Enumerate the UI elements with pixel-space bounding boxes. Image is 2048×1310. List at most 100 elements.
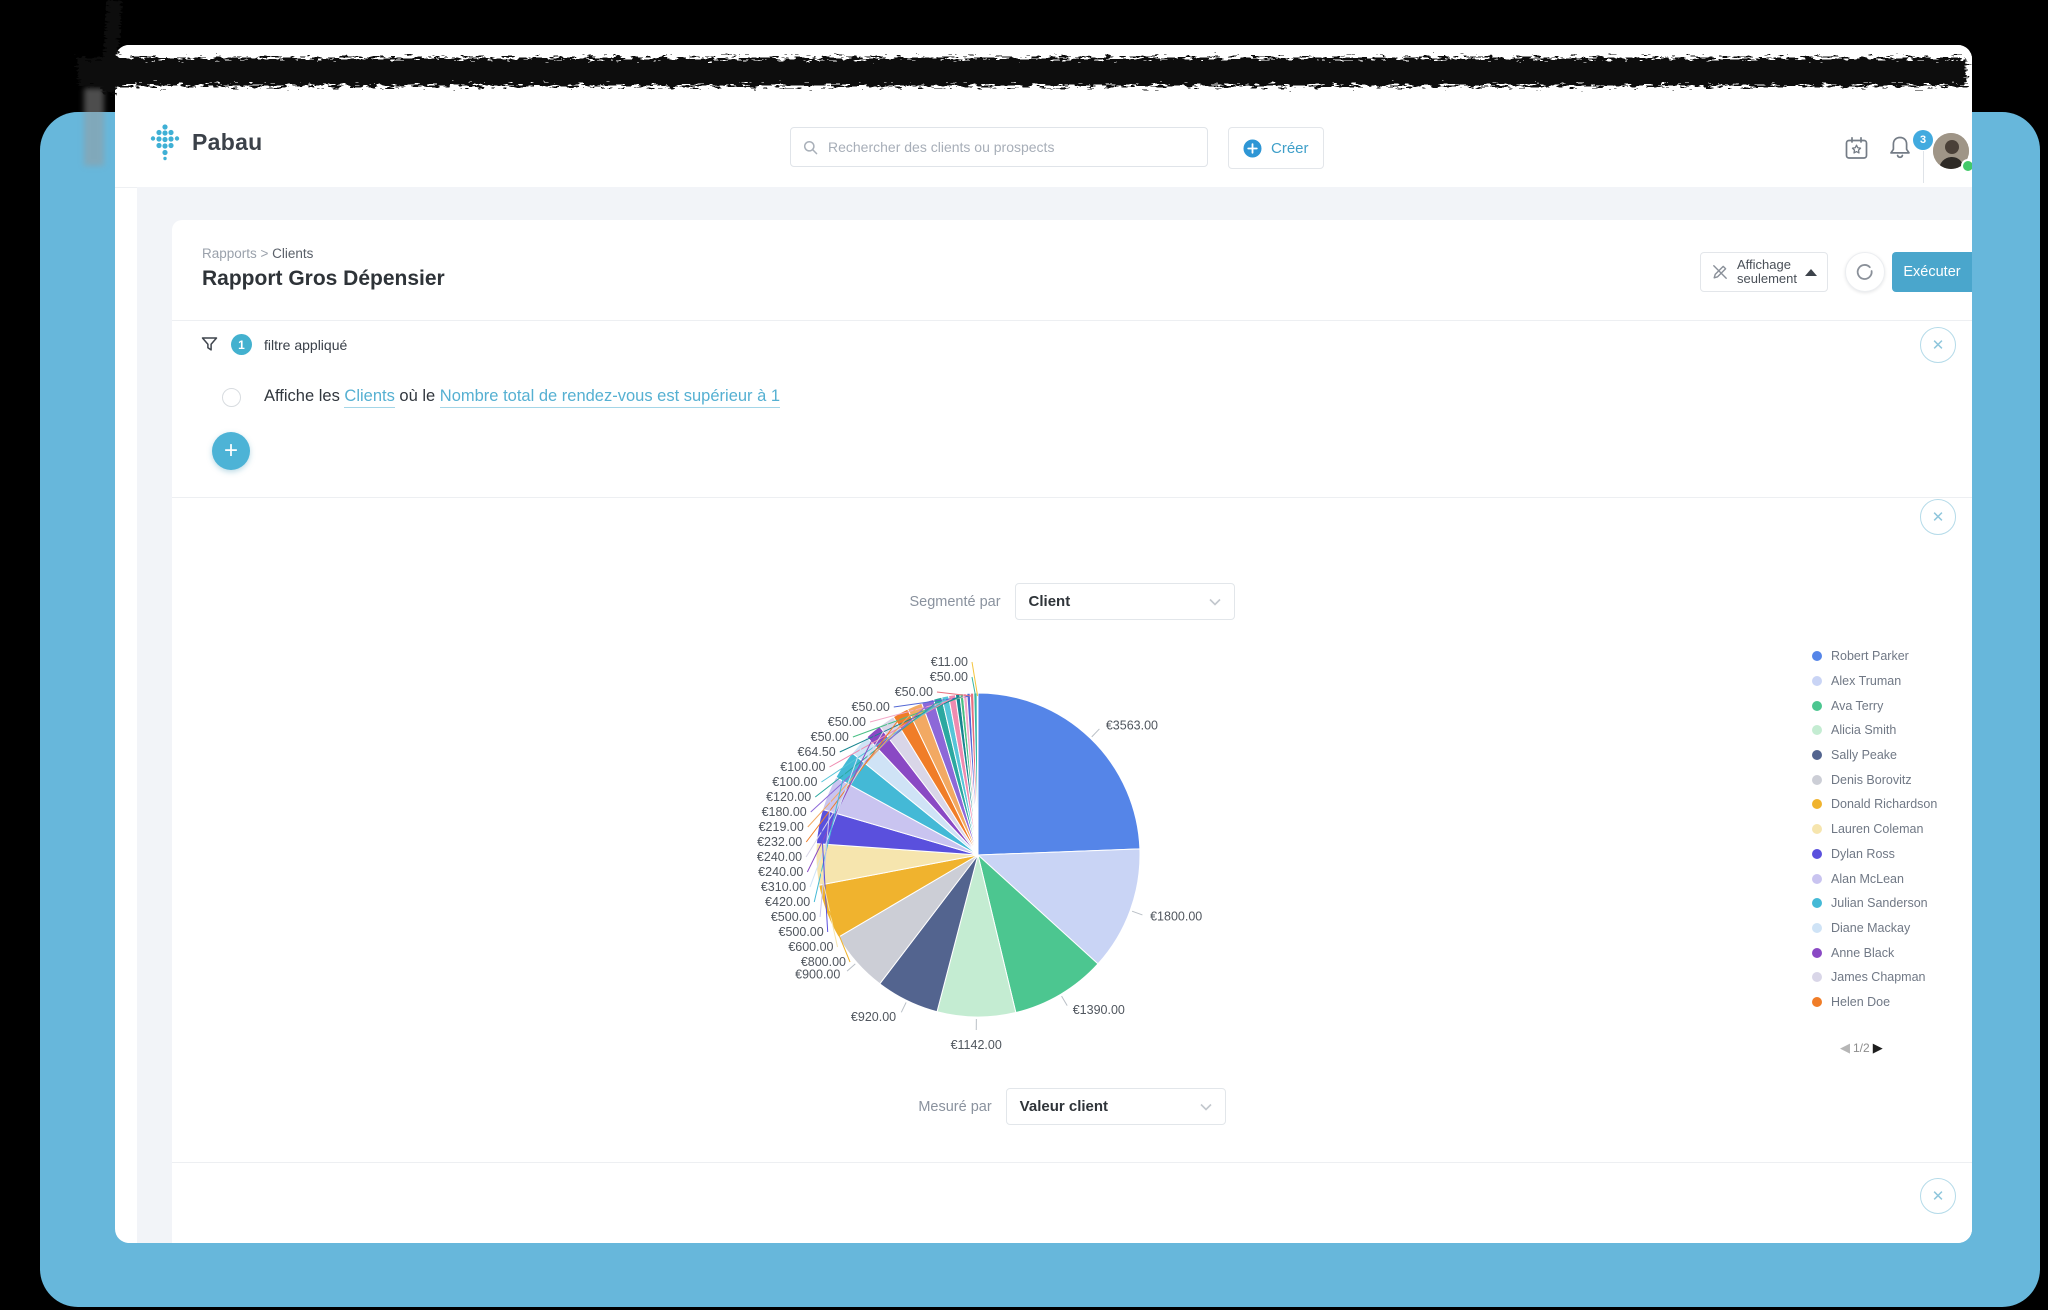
- pabau-logo[interactable]: Pabau: [148, 123, 263, 161]
- legend-client-name: Alex Truman: [1831, 674, 1902, 689]
- slice-value-label: €1142.00: [951, 1038, 1002, 1052]
- slice-value-label: €64.50: [798, 745, 836, 759]
- legend-color-dot: [1812, 996, 1822, 1007]
- pie-slice[interactable]: [976, 848, 1141, 965]
- report-card: Rapports > Clients Rapport Gros Dépensie…: [172, 220, 1972, 1243]
- legend-item[interactable]: Sally Peake: [1812, 743, 1972, 768]
- breadcrumb[interactable]: Rapports > Clients: [202, 246, 313, 261]
- plus-circle-icon: [1243, 139, 1262, 157]
- legend-client-name: Alan McLean: [1831, 871, 1904, 886]
- legend-color-dot: [1812, 972, 1822, 983]
- create-button[interactable]: Créer: [1228, 127, 1324, 169]
- legend-item[interactable]: Lauren Coleman: [1812, 817, 1972, 842]
- condition-link[interactable]: Nombre total de rendez-vous est supérieu…: [439, 387, 781, 408]
- legend-color-dot: [1812, 700, 1822, 711]
- legend-item[interactable]: Donald Richardson: [1812, 792, 1972, 817]
- legend-item[interactable]: Dylan Ross: [1812, 842, 1972, 867]
- close-filter-button[interactable]: ✕: [1920, 327, 1956, 363]
- close-chart-button[interactable]: ✕: [1920, 499, 1956, 535]
- filter-funnel-icon[interactable]: [200, 335, 219, 354]
- legend-item[interactable]: Alan McLean: [1812, 866, 1972, 891]
- top-header: Pabau Créer: [115, 45, 1972, 188]
- segmented-by-label: Segmenté par: [909, 593, 1001, 610]
- chart-legend: Robert Parker Alex Truman Ava Terry Alicia …: [1812, 644, 1972, 1014]
- notifications-button[interactable]: [1887, 134, 1913, 167]
- breadcrumb-reports[interactable]: Rapports: [202, 246, 257, 261]
- refresh-button[interactable]: [1845, 252, 1885, 292]
- display-only-toggle[interactable]: Affichage seulement: [1700, 252, 1828, 292]
- legend-prev-icon[interactable]: ◀: [1840, 1040, 1850, 1055]
- measured-by-dropdown[interactable]: Valeur client: [1005, 1088, 1226, 1125]
- legend-item[interactable]: Anne Black: [1812, 940, 1972, 965]
- label-leader-line: [819, 794, 832, 918]
- legend-color-dot: [1812, 651, 1822, 662]
- execute-button[interactable]: Exécuter: [1892, 252, 1972, 292]
- legend-item[interactable]: Alicia Smith: [1812, 718, 1972, 743]
- filter-radio[interactable]: [222, 388, 241, 407]
- slice-value-label: €500.00: [779, 925, 824, 939]
- search-input[interactable]: [826, 138, 1195, 156]
- label-leader-line: [971, 676, 977, 697]
- slice-value-label: €11.00: [931, 655, 968, 669]
- legend-item[interactable]: Ava Terry: [1812, 693, 1972, 718]
- legend-item[interactable]: Denis Borovitz: [1812, 767, 1972, 792]
- slice-value-label: €920.00: [851, 1010, 896, 1024]
- header-divider: [1923, 151, 1924, 183]
- label-leader-line: [1061, 995, 1068, 1006]
- legend-client-name: Dylan Ross: [1831, 846, 1895, 861]
- measured-by-value: Valeur client: [1019, 1098, 1109, 1115]
- notification-count-badge[interactable]: 3: [1913, 130, 1933, 150]
- filter-count-badge: 1: [231, 334, 252, 355]
- slice-value-label: €420.00: [765, 895, 810, 909]
- legend-item[interactable]: James Chapman: [1812, 965, 1972, 990]
- legend-color-dot: [1812, 848, 1822, 859]
- app-window: Pabau Créer: [115, 45, 1972, 1243]
- slice-value-label: €240.00: [758, 865, 803, 879]
- breadcrumb-clients[interactable]: Clients: [272, 246, 314, 261]
- label-leader-line: [821, 826, 829, 933]
- label-leader-line: [936, 691, 973, 697]
- filter-bar: 1 filtre appliqué: [200, 334, 347, 355]
- pabau-logo-icon: [150, 124, 180, 161]
- label-leader-line: [809, 746, 862, 888]
- add-filter-button[interactable]: +: [212, 432, 250, 470]
- legend-item[interactable]: Diane Mackay: [1812, 916, 1972, 941]
- slice-value-label: €240.00: [757, 850, 802, 864]
- label-leader-line: [846, 963, 856, 972]
- legend-color-dot: [1812, 873, 1822, 884]
- slice-value-label: €1800.00: [1150, 910, 1202, 924]
- slice-value-label: €232.00: [757, 835, 802, 849]
- legend-item[interactable]: Helen Doe: [1812, 990, 1972, 1015]
- label-leader-line: [828, 910, 851, 963]
- label-leader-line: [971, 661, 979, 697]
- segmented-by-row: Segmenté par Client: [172, 583, 1972, 620]
- calendar-button[interactable]: [1843, 135, 1870, 167]
- legend-item[interactable]: Robert Parker: [1812, 644, 1972, 669]
- refresh-icon: [1856, 264, 1873, 280]
- slice-value-label: €310.00: [761, 880, 806, 894]
- section-divider: [172, 497, 1972, 498]
- legend-client-name: Donald Richardson: [1831, 797, 1938, 812]
- close-footer-button[interactable]: ✕: [1920, 1178, 1956, 1214]
- slice-value-label: €50.00: [811, 730, 849, 744]
- segmented-by-dropdown[interactable]: Client: [1014, 583, 1235, 620]
- legend-client-name: Denis Borovitz: [1831, 772, 1912, 787]
- breadcrumb-separator: >: [256, 246, 273, 261]
- entity-link[interactable]: Clients: [344, 387, 395, 408]
- slice-value-label: €800.00: [801, 955, 846, 969]
- legend-color-dot: [1812, 750, 1822, 761]
- legend-next-icon[interactable]: ▶: [1872, 1040, 1883, 1055]
- main-content: Rapports > Clients Rapport Gros Dépensie…: [137, 187, 1972, 1243]
- client-search[interactable]: [790, 127, 1208, 167]
- legend-item[interactable]: Julian Sanderson: [1812, 891, 1972, 916]
- online-status-dot: [1961, 159, 1972, 173]
- legend-client-name: Robert Parker: [1831, 649, 1909, 664]
- display-only-line2: seulement: [1737, 271, 1797, 286]
- display-only-line1: Affichage: [1737, 257, 1791, 272]
- legend-color-dot: [1812, 774, 1822, 785]
- slice-value-label: €180.00: [762, 805, 807, 819]
- pie-slice[interactable]: [977, 853, 1099, 1014]
- slice-value-label: €900.00: [795, 967, 840, 981]
- pie-slice[interactable]: [977, 692, 1141, 856]
- legend-item[interactable]: Alex Truman: [1812, 669, 1972, 694]
